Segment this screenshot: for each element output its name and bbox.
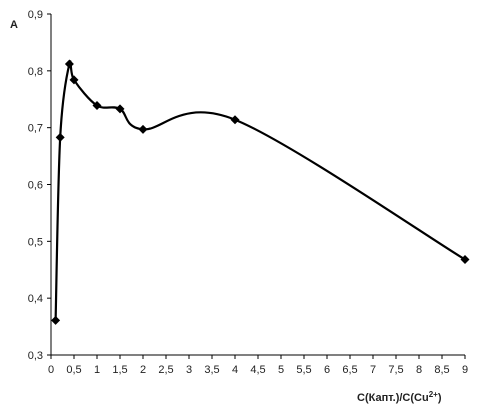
x-tick-label: 2: [140, 364, 146, 376]
x-tick-label: 3,5: [204, 364, 219, 376]
x-tick-label: 2,5: [158, 364, 173, 376]
axes: [50, 14, 465, 356]
data-point-marker: [115, 104, 125, 114]
x-tick-label: 7,5: [388, 364, 403, 376]
data-point-marker: [460, 255, 470, 265]
series-line: [54, 60, 466, 321]
y-tick-label: 0,4: [28, 293, 43, 305]
y-tick-label: 0,9: [28, 9, 43, 21]
x-tick-label: 6: [324, 364, 330, 376]
data-point-marker: [64, 59, 74, 69]
x-tick-label: 5,5: [296, 364, 311, 376]
x-axis-title-end: ): [438, 392, 442, 404]
x-axis-title-base: C(Капт.)/C(Cu: [357, 392, 429, 404]
x-tick-label: 8: [416, 364, 422, 376]
x-tick-label: 0,5: [66, 364, 81, 376]
data-markers: [51, 59, 470, 325]
data-point-marker: [138, 124, 148, 134]
x-tick-label: 4,5: [250, 364, 265, 376]
x-tick-label: 8,5: [434, 364, 449, 376]
x-axis-title: C(Капт.)/C(Cu2+): [357, 390, 442, 404]
y-tick-label: 0,3: [28, 350, 43, 362]
y-tick-label: 0,8: [28, 66, 43, 78]
data-point-marker: [230, 115, 240, 125]
data-point-marker: [55, 132, 65, 142]
x-tick-label: 1,5: [112, 364, 127, 376]
data-point-marker: [92, 101, 102, 111]
x-tick-label: 9: [462, 364, 468, 376]
y-tick-label: 0,7: [28, 123, 43, 135]
x-axis-title-sup: 2+: [429, 390, 438, 399]
y-axis-title: A: [10, 19, 18, 31]
y-ticks: 0,3 0,4 0,5 0,6 0,7 0,8 0,9: [28, 9, 51, 362]
x-tick-label: 4: [232, 364, 238, 376]
x-ticks: 0 0,5 1 1,5 2 2,5 3 3,5 4 4,5 5 5,5 6 6,5 7 7,5 8 8,5 9: [48, 355, 468, 376]
data-point-marker: [69, 75, 79, 85]
x-tick-label: 3: [186, 364, 192, 376]
x-tick-label: 0: [48, 364, 54, 376]
x-tick-label: 1: [94, 364, 100, 376]
x-tick-label: 7: [370, 364, 376, 376]
data-point-marker: [51, 315, 61, 325]
x-tick-label: 5: [278, 364, 284, 376]
y-tick-label: 0,6: [28, 180, 43, 192]
x-tick-label: 6,5: [342, 364, 357, 376]
y-tick-label: 0,5: [28, 236, 43, 248]
